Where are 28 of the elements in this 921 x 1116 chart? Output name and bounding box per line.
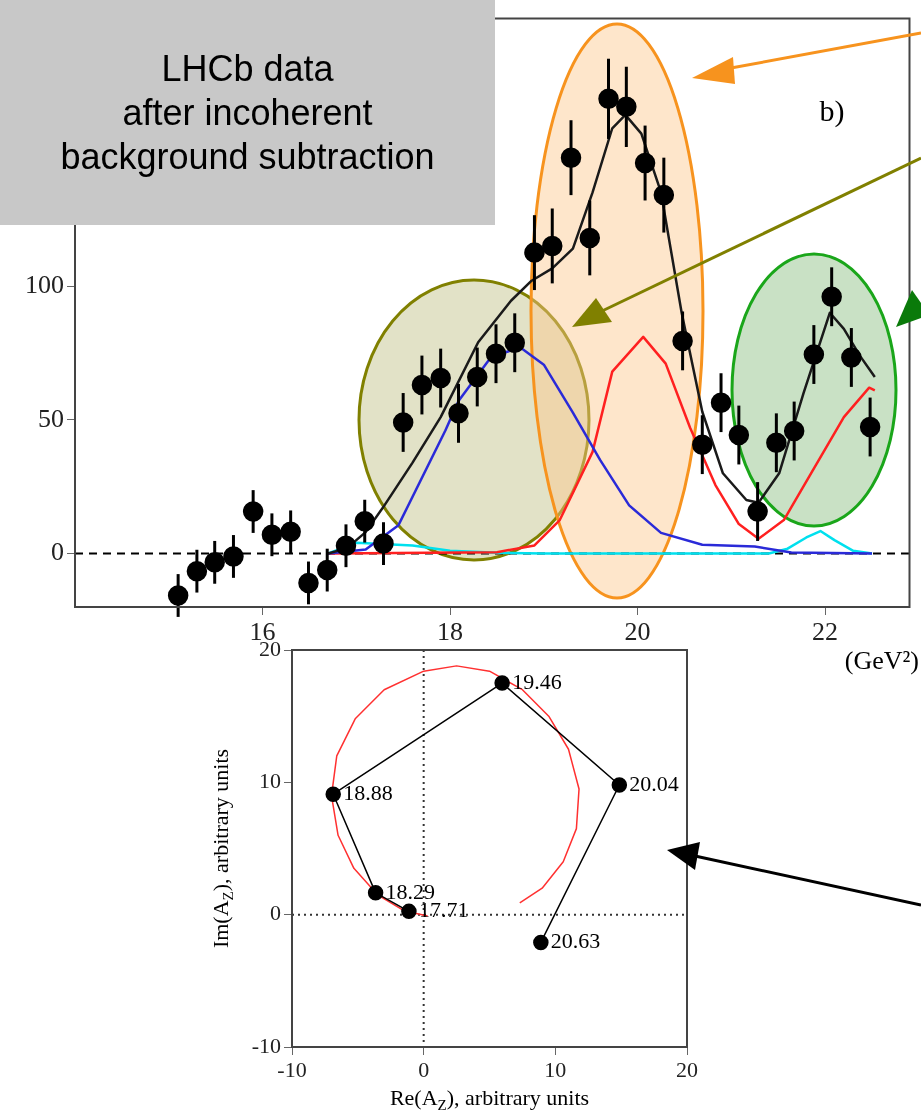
annotation: 18.29 (385, 878, 436, 904)
annotation: b) (819, 94, 845, 129)
point (367, 885, 384, 901)
y-tick-label: 0 (270, 900, 281, 926)
x-tick-label: 20 (676, 1056, 698, 1082)
point (494, 675, 510, 691)
point (533, 934, 549, 951)
x-tick-label: 20 (624, 617, 651, 647)
annotation: 18.88 (343, 780, 393, 806)
point (611, 777, 628, 793)
annotation: 20.63 (550, 928, 601, 954)
x-tick-label: 0 (418, 1056, 430, 1082)
annotation: 19.46 (512, 668, 562, 694)
x-tick-label: 10 (544, 1056, 567, 1082)
text-box: LHCb data after incoherent background subtraction (0, 0, 495, 225)
x-axis-title: (GeV²) (844, 645, 920, 675)
y-tick-label: -10 (251, 1032, 281, 1058)
x-tick-label: 18 (437, 617, 464, 647)
x-tick-label: 22 (812, 617, 839, 647)
annotation: 20.04 (629, 770, 679, 796)
y-tick-label: 10 (259, 768, 281, 794)
x-tick-label: -10 (277, 1056, 307, 1082)
y-tick-label: 100 (25, 269, 64, 299)
y-axis-title: Im(AZ), arbitrary units (207, 748, 236, 949)
y-tick-label: 50 (38, 403, 64, 433)
point (325, 786, 341, 802)
y-tick-label: 0 (51, 537, 64, 567)
point (401, 903, 417, 920)
